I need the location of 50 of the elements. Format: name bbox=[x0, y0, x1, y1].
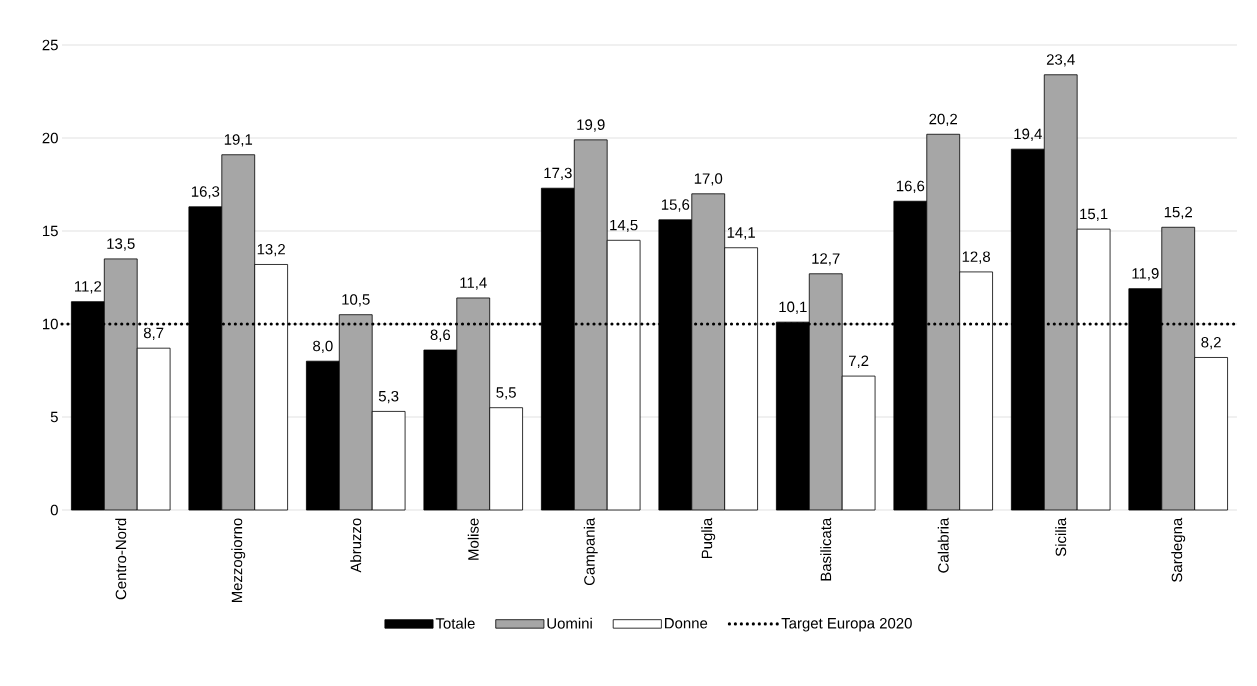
data-label: 20,2 bbox=[929, 113, 958, 127]
data-label: 19,1 bbox=[224, 134, 253, 147]
x-tick-label: Centro-Nord bbox=[115, 518, 127, 600]
data-label: 12,7 bbox=[812, 253, 840, 266]
x-tick-label: Mezzogiorno bbox=[231, 518, 246, 603]
data-label: 15,6 bbox=[661, 199, 690, 212]
data-label: 19,4 bbox=[1014, 128, 1042, 141]
x-tick-label: Molise bbox=[467, 518, 479, 560]
x-tick-label: Calabria bbox=[937, 517, 949, 573]
x-tick-label: Abruzzo bbox=[350, 518, 362, 573]
legend-label: Uomini bbox=[547, 617, 592, 629]
data-label: 17,0 bbox=[694, 173, 723, 186]
y-tick-label: 15 bbox=[43, 225, 58, 237]
data-label: 14,1 bbox=[727, 227, 755, 240]
data-label: 13,2 bbox=[257, 243, 285, 257]
data-label: 16,6 bbox=[896, 180, 925, 194]
data-label: 13,5 bbox=[107, 238, 135, 251]
data-label: 5,3 bbox=[378, 390, 399, 404]
legend-label: Target Europa 2020 bbox=[781, 617, 912, 632]
data-label: 23,4 bbox=[1046, 54, 1075, 67]
x-tick-label: Puglia bbox=[701, 517, 716, 559]
data-label: 8,6 bbox=[430, 329, 451, 342]
x-tick-label: Sardegna bbox=[1171, 517, 1186, 582]
data-label: 8,0 bbox=[313, 340, 333, 353]
legend-label: Donne bbox=[665, 618, 708, 629]
data-label: 14,5 bbox=[610, 219, 638, 233]
data-label: 8,2 bbox=[1201, 336, 1221, 350]
data-label: 15,1 bbox=[1080, 208, 1108, 221]
data-label: 10,1 bbox=[779, 301, 807, 314]
data-label: 19,9 bbox=[577, 119, 605, 132]
data-label: 8,7 bbox=[143, 327, 164, 340]
y-tick-label: 0 bbox=[50, 504, 58, 516]
y-tick-label: 25 bbox=[42, 39, 58, 51]
data-label: 11,2 bbox=[75, 281, 102, 294]
data-label: 17,3 bbox=[544, 167, 572, 181]
data-label: 10,5 bbox=[342, 294, 370, 307]
x-tick-label: Sicilia bbox=[1055, 517, 1067, 557]
y-tick-label: 5 bbox=[50, 411, 58, 423]
x-tick-label: Basilicata bbox=[820, 517, 832, 581]
data-label: 12,8 bbox=[962, 251, 991, 264]
data-label: 15,2 bbox=[1164, 206, 1193, 220]
data-label: 11,4 bbox=[460, 277, 487, 290]
y-tick-label: 20 bbox=[42, 132, 58, 144]
legend-label: Totale bbox=[435, 617, 475, 629]
data-label: 16,3 bbox=[191, 186, 220, 199]
data-label: 5,5 bbox=[496, 387, 516, 400]
x-tick-label: Campania bbox=[583, 517, 598, 586]
data-label: 7,2 bbox=[849, 355, 869, 368]
data-label: 11,9 bbox=[1132, 268, 1159, 281]
y-tick-label: 10 bbox=[43, 318, 58, 330]
